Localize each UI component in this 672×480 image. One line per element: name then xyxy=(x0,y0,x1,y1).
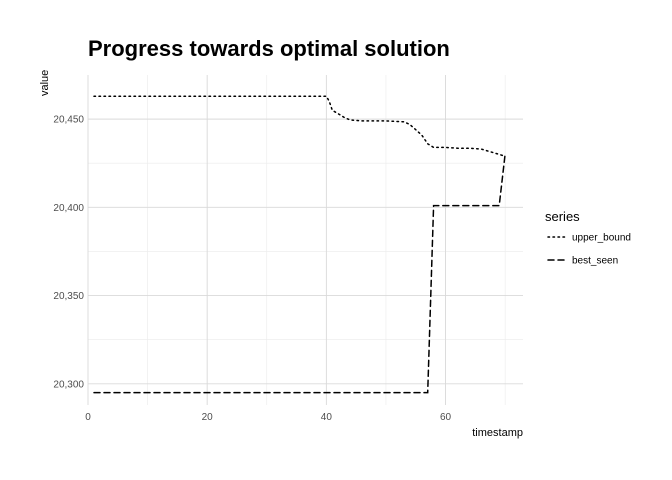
y-axis-label: value xyxy=(39,70,51,96)
minor-gridlines xyxy=(88,75,523,405)
legend-label-best-seen: best_seen xyxy=(572,256,618,267)
series-line-best-seen xyxy=(93,153,506,394)
x-axis-label: timestamp xyxy=(472,427,523,439)
x-tick-label: 60 xyxy=(440,412,452,423)
legend-title: series xyxy=(545,209,580,224)
x-tick-label: 0 xyxy=(85,412,91,423)
legend-label-upper-bound: upper_bound xyxy=(572,233,631,244)
y-tick-label: 20,450 xyxy=(53,115,84,126)
chart-title: Progress towards optimal solution xyxy=(88,36,450,61)
y-axis-ticks: 20,300 20,350 20,400 20,450 xyxy=(53,115,84,391)
y-tick-label: 20,400 xyxy=(53,203,84,214)
y-tick-label: 20,300 xyxy=(53,379,84,390)
series-lines xyxy=(93,95,506,394)
major-gridlines xyxy=(87,75,523,405)
legend: series upper_bound best_seen xyxy=(545,209,631,267)
x-axis-ticks: 0 20 40 60 xyxy=(85,412,451,423)
x-tick-label: 40 xyxy=(321,412,333,423)
y-tick-label: 20,350 xyxy=(53,291,84,302)
x-tick-label: 20 xyxy=(202,412,214,423)
series-line-upper-bound xyxy=(93,95,506,157)
